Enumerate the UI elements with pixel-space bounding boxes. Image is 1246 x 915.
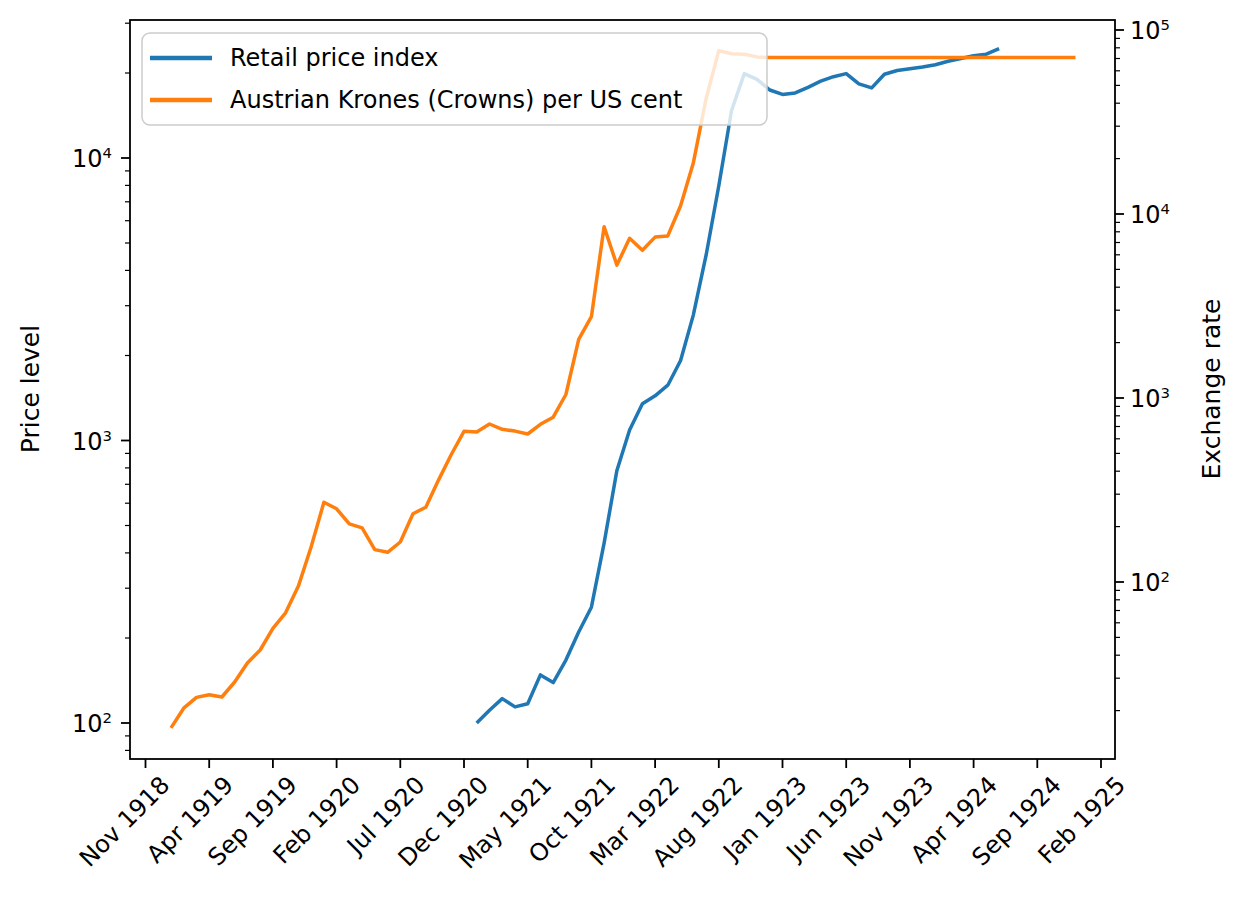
y-tick-label-right: 102 xyxy=(1130,568,1170,597)
y-tick-label-left: 102 xyxy=(72,709,112,738)
y-tick-label-right: 104 xyxy=(1130,200,1170,229)
y-tick-label-left: 103 xyxy=(72,426,112,455)
y-tick-label-right: 103 xyxy=(1130,384,1170,413)
legend-label-retail-price-index: Retail price index xyxy=(230,44,438,72)
y-tick-label-left: 104 xyxy=(72,144,112,173)
left-axis-title: Price level xyxy=(16,325,45,453)
chart-figure: Price level Exchange rate Retail price i… xyxy=(0,0,1246,915)
right-axis-title: Exchange rate xyxy=(1197,299,1226,480)
plot-frame xyxy=(130,20,1115,759)
y-tick-label-right: 105 xyxy=(1130,16,1170,45)
series-line-left xyxy=(477,49,999,723)
series-line-right xyxy=(171,51,1076,728)
chart-canvas xyxy=(0,0,1246,915)
legend-label-exchange-rate: Austrian Krones (Crowns) per US cent xyxy=(230,86,682,114)
